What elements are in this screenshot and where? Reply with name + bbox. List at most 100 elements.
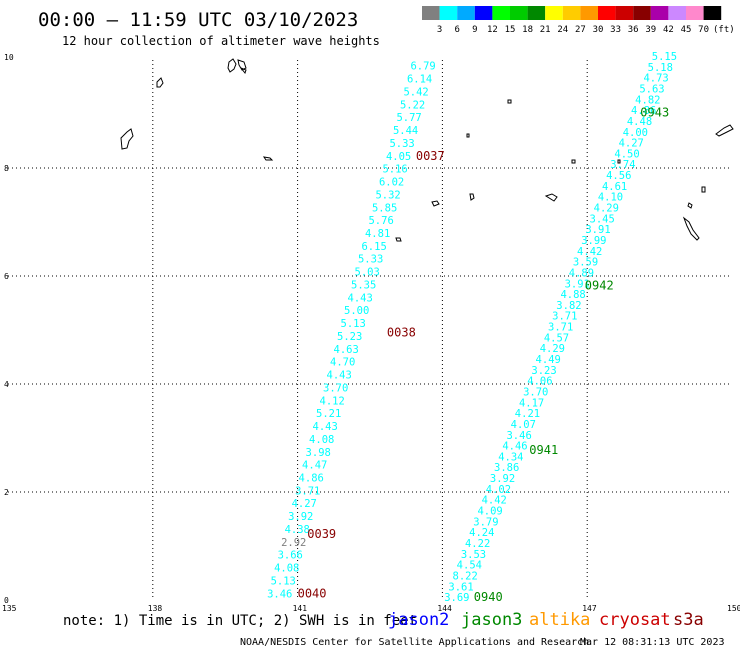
- colorbar-tick-label: 3: [437, 25, 442, 35]
- colorbar-swatch: [598, 6, 616, 20]
- wave-height-value: 4.05: [386, 151, 411, 163]
- wave-height-value: 4.42: [577, 246, 602, 258]
- wave-height-value: 4.73: [643, 73, 668, 85]
- colorbar-tick-label: 18: [522, 25, 533, 35]
- wave-height-value: 3.86: [494, 462, 519, 474]
- altimeter-tracks: 6.796.145.425.225.775.445.334.055.166.02…: [267, 51, 677, 604]
- wave-height-value: 4.00: [623, 127, 648, 139]
- wave-height-value: 3.23: [531, 365, 556, 377]
- wave-height-value: 4.29: [540, 343, 565, 355]
- wave-height-value: 3.66: [278, 550, 303, 562]
- wave-height-colorbar: 3 6 9 12 15 18 21 24 27 30 33 36 39 42 45 70: [422, 6, 722, 35]
- wave-height-value: 3.71: [295, 485, 320, 497]
- satellite-legend-label: cryosat: [599, 610, 671, 630]
- island-outline: [687, 202, 693, 209]
- colorbar-tick-label: 45: [681, 25, 692, 35]
- wave-height-value: 5.33: [358, 254, 383, 266]
- colorbar-swatch: [580, 6, 598, 20]
- latitude-tick-label: 2: [4, 488, 9, 497]
- latitude-tick-label: 0: [4, 596, 9, 605]
- wave-height-value: 4.70: [330, 357, 355, 369]
- latitude-tick-label: 6: [4, 272, 9, 281]
- colorbar-tick-label: 39: [645, 25, 656, 35]
- wave-height-value: 4.61: [602, 181, 627, 193]
- wave-height-value: 5.00: [344, 305, 369, 317]
- colorbar-swatch: [492, 6, 510, 20]
- wave-height-value: 5.77: [396, 112, 421, 124]
- pass-time-label: 0039: [307, 527, 336, 541]
- wave-height-value: 4.12: [320, 395, 345, 407]
- wave-height-value: 4.49: [536, 354, 561, 366]
- wave-height-value: 4.43: [327, 370, 352, 382]
- wave-height-value: 6.02: [379, 177, 404, 189]
- colorbar-swatch: [562, 6, 581, 20]
- island-outline: [262, 156, 274, 161]
- wave-height-value: 4.56: [606, 170, 631, 182]
- colorbar-swatch: [633, 6, 651, 20]
- island-outline: [544, 193, 558, 202]
- colorbar-swatch: [457, 6, 475, 20]
- wave-height-value: 6.14: [407, 74, 432, 86]
- wave-height-value: 4.86: [631, 105, 656, 117]
- colorbar-swatch: [510, 6, 528, 20]
- wave-height-value: 4.54: [457, 560, 482, 572]
- wave-height-value: 4.27: [619, 138, 644, 150]
- island-outline: [395, 237, 402, 242]
- wave-height-value: 5.76: [368, 215, 393, 227]
- island-outline: [715, 124, 734, 137]
- longitude-tick-label: 135: [2, 604, 17, 613]
- colorbar-swatch: [615, 6, 634, 20]
- wave-height-value: 4.07: [511, 419, 536, 431]
- wave-height-value: 6.15: [361, 241, 386, 253]
- satellite-legend: jason2 jason3 altika cryosat s3a: [388, 610, 704, 630]
- colorbar-tick-label: 30: [593, 25, 604, 35]
- colorbar-tick-label: 42: [663, 25, 674, 35]
- wave-height-value: 3.46: [267, 588, 292, 600]
- colorbar-swatch: [474, 6, 493, 20]
- island-outline: [617, 159, 621, 164]
- colorbar-tick-label: 9: [472, 25, 477, 35]
- longitude-tick-label: 144: [437, 604, 452, 613]
- wave-height-value: 4.08: [309, 434, 334, 446]
- wave-height-value: 5.22: [400, 99, 425, 111]
- footer-timestamp: Mar 12 08:31:13 UTC 2023: [580, 637, 725, 648]
- colorbar-swatch: [422, 6, 440, 20]
- island-outline: [227, 58, 247, 75]
- latitude-tick-label: 8: [4, 164, 9, 173]
- wave-height-value: 5.21: [316, 408, 341, 420]
- latitude-tick-label: 10: [4, 53, 14, 62]
- colorbar-swatch: [439, 6, 458, 20]
- wave-height-value: 3.59: [573, 257, 598, 269]
- lat-lon-grid: [8, 60, 732, 600]
- wave-height-value: 8.22: [453, 570, 478, 582]
- wave-height-value: 4.46: [502, 441, 527, 453]
- wave-height-value: 4.43: [348, 292, 373, 304]
- island-outline: [431, 200, 440, 207]
- wave-height-value: 4.09: [477, 506, 502, 518]
- island-outline: [701, 186, 706, 193]
- satellite-legend-label: altika: [529, 610, 590, 630]
- wave-height-value: 3.91: [585, 224, 610, 236]
- wave-height-value: 4.63: [334, 344, 359, 356]
- longitude-tick-label: 147: [582, 604, 597, 613]
- longitude-tick-label: 138: [148, 604, 163, 613]
- colorbar-swatch: [527, 6, 546, 20]
- wave-height-value: 4.06: [527, 376, 552, 388]
- wave-height-value: 4.81: [365, 228, 390, 240]
- pass-time-label: 0940: [474, 590, 503, 604]
- wave-height-value: 4.42: [482, 495, 507, 507]
- footer-note: note: 1) Time is in UTC; 2) SWH is in fe…: [63, 613, 417, 629]
- wave-height-value: 3.74: [610, 159, 635, 171]
- colorbar-unit-label: (ft): [713, 25, 735, 35]
- wave-height-value: 3.99: [581, 235, 606, 247]
- wave-height-value: 4.50: [614, 148, 639, 160]
- wave-height-value: 3.69: [444, 592, 469, 604]
- wave-height-value: 3.79: [473, 516, 498, 528]
- pass-time-label: 0038: [387, 325, 416, 339]
- wave-height-value: 4.21: [515, 408, 540, 420]
- wave-height-value: 5.32: [375, 189, 400, 201]
- axis-tick-labels: 135 138 141 144 147 150 0 2 4 6 8 10: [2, 53, 740, 613]
- wave-height-value: 3.70: [323, 382, 348, 394]
- wave-height-value: 3.98: [306, 447, 331, 459]
